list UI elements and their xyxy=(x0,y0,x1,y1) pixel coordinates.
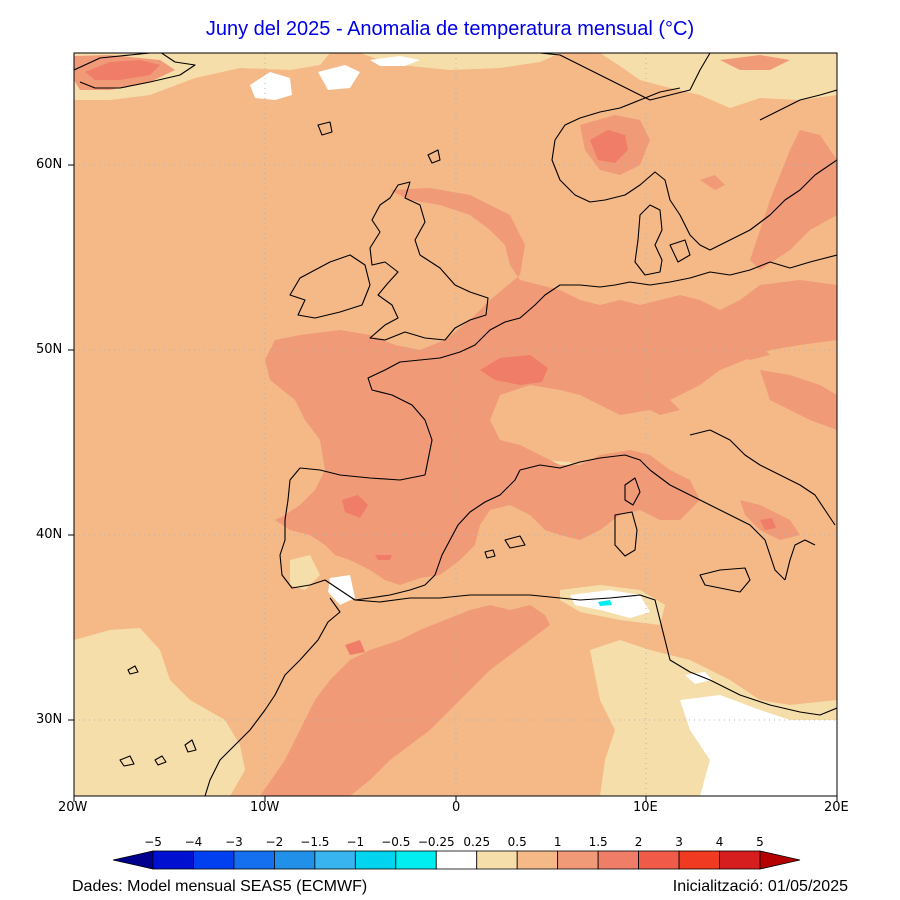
anomaly-warm-regions xyxy=(74,55,837,796)
lon-label-10e: 10E xyxy=(633,800,658,815)
coastlines xyxy=(74,53,837,796)
axis-ticks xyxy=(68,164,838,802)
lon-label-0: 0 xyxy=(452,800,461,815)
graticule xyxy=(74,53,837,796)
lon-label-20e: 20E xyxy=(824,800,849,815)
anomaly-hot-regions xyxy=(85,60,776,655)
initialization-date: Inicialització: 01/05/2025 xyxy=(672,878,848,895)
map-title: Juny del 2025 - Anomalia de temperatura … xyxy=(205,18,695,40)
lon-label-20w: 20W xyxy=(58,800,88,815)
lat-label-40n: 40N xyxy=(36,527,63,542)
lon-label-10w: 10W xyxy=(250,800,280,815)
anomaly-cool-spot xyxy=(598,600,612,606)
data-source: Dades: Model mensual SEAS5 (ECMWF) xyxy=(72,878,368,895)
lat-label-60n: 60N xyxy=(36,157,63,172)
lat-label-50n: 50N xyxy=(36,342,63,357)
lat-label-30n: 30N xyxy=(36,712,63,727)
